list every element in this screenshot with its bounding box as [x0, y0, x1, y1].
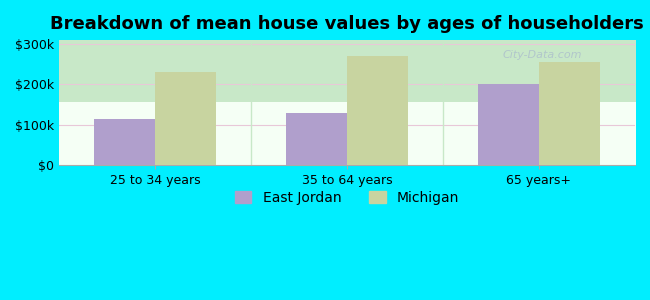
Bar [347, 56, 408, 165]
Bar [539, 62, 601, 165]
Bar [155, 72, 216, 165]
Bar [478, 84, 539, 165]
Title: Breakdown of mean house values by ages of householders: Breakdown of mean house values by ages o… [50, 15, 644, 33]
Legend: East Jordan, Michigan: East Jordan, Michigan [229, 185, 465, 210]
Bar [94, 118, 155, 165]
Text: City-Data.com: City-Data.com [502, 50, 582, 60]
Bar [285, 112, 347, 165]
